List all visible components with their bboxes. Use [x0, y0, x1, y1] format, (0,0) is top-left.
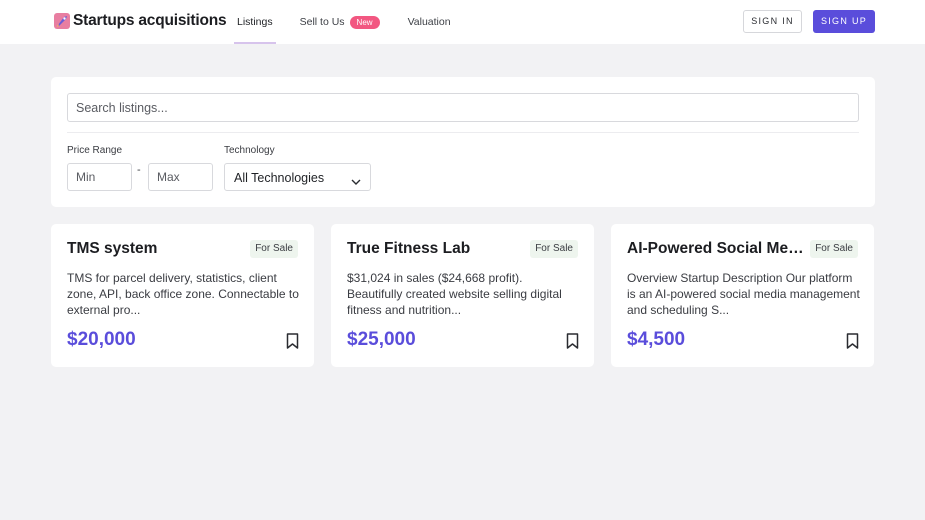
range-separator: -	[137, 164, 141, 176]
bookmark-icon[interactable]	[286, 333, 299, 354]
nav-sell-to-us[interactable]: Sell to Us New	[300, 0, 380, 44]
price-min-input[interactable]	[67, 163, 132, 191]
listing-description: TMS for parcel delivery, statistics, cli…	[67, 271, 299, 317]
listing-price: $20,000	[67, 329, 136, 350]
listing-description: $31,024 in sales ($24,668 profit). Beaut…	[347, 271, 562, 317]
listing-card[interactable]: True Fitness Lab For Sale $31,024 in sal…	[331, 224, 594, 367]
sign-in-button[interactable]: SIGN IN	[743, 10, 802, 33]
technology-selected-value: All Technologies	[234, 171, 325, 185]
price-range-label: Price Range	[67, 145, 123, 156]
status-badge: For Sale	[250, 240, 298, 258]
brand[interactable]: Startups acquisitions	[54, 12, 227, 30]
listing-description: Overview Startup Description Our platfor…	[627, 271, 860, 317]
nav-listings[interactable]: Listings	[234, 0, 276, 44]
nav-valuation-label: Valuation	[407, 16, 451, 28]
filters-panel: Price Range - Technology All Technologie…	[51, 77, 875, 207]
technology-select[interactable]: All Technologies	[224, 163, 371, 191]
nav-listings-label: Listings	[237, 16, 273, 28]
listing-card[interactable]: TMS system For Sale TMS for parcel deliv…	[51, 224, 314, 367]
status-badge: For Sale	[530, 240, 578, 258]
listing-price: $25,000	[347, 329, 416, 350]
listing-title[interactable]: TMS system	[67, 240, 158, 257]
rocket-icon	[54, 13, 70, 29]
chevron-down-icon	[351, 173, 361, 191]
brand-name: Startups acquisitions	[73, 12, 227, 29]
nav-valuation[interactable]: Valuation	[408, 0, 451, 44]
listing-price: $4,500	[627, 329, 686, 350]
sign-up-button[interactable]: SIGN UP	[813, 10, 875, 33]
status-badge: For Sale	[810, 240, 858, 258]
nav-sell-label: Sell to Us	[299, 16, 345, 28]
top-navbar: Startups acquisitions Listings Sell to U…	[0, 0, 925, 44]
bookmark-icon[interactable]	[846, 333, 859, 354]
main-nav: Listings Sell to Us New Valuation	[234, 0, 451, 44]
price-max-input[interactable]	[148, 163, 213, 191]
listing-card[interactable]: AI-Powered Social Media Management For S…	[611, 224, 874, 367]
divider	[67, 132, 859, 133]
bookmark-icon[interactable]	[566, 333, 579, 354]
listing-title[interactable]: AI-Powered Social Media Management	[627, 240, 807, 257]
search-input[interactable]	[67, 93, 859, 122]
new-badge: New	[349, 15, 380, 29]
technology-label: Technology	[224, 145, 275, 156]
listing-title[interactable]: True Fitness Lab	[347, 240, 471, 257]
